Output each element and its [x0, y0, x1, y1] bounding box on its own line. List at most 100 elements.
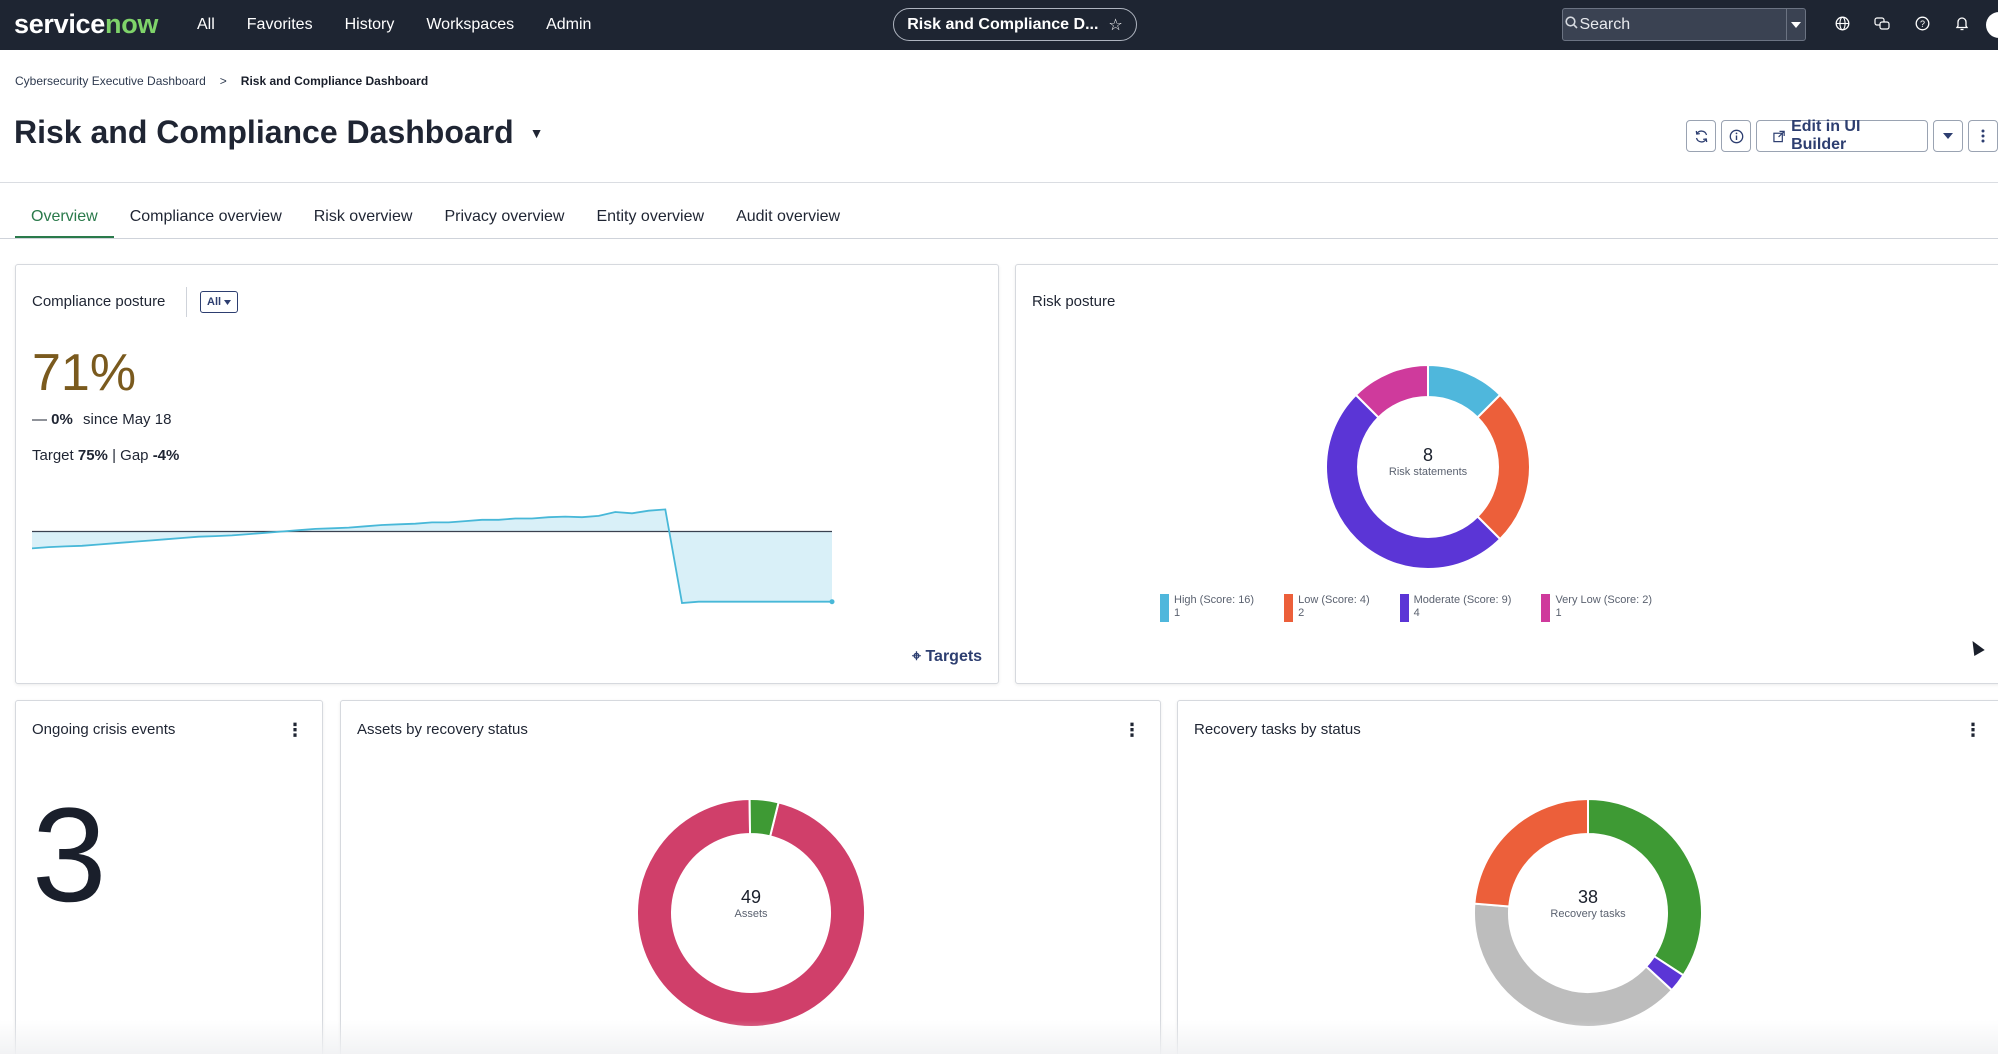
recovery-tasks-by-status-title: Recovery tasks by status — [1194, 721, 1361, 738]
refresh-button[interactable] — [1686, 120, 1716, 152]
ongoing-crisis-events-card: Ongoing crisis events ⋮ 3 — [15, 700, 323, 1054]
nav-admin[interactable]: Admin — [546, 16, 592, 33]
legend-item[interactable]: Very Low (Score: 2) 1 — [1541, 594, 1652, 622]
assets-center-value: 49 — [740, 887, 762, 907]
star-icon[interactable]: ☆ — [1108, 16, 1123, 34]
target-icon: ⌖ — [912, 648, 922, 665]
breadcrumb: Cybersecurity Executive Dashboard > Risk… — [15, 74, 428, 88]
nav-all[interactable]: All — [197, 16, 215, 33]
legend-count: 1 — [1555, 607, 1562, 619]
info-button[interactable] — [1721, 120, 1751, 152]
gap-value: -4% — [152, 447, 180, 464]
title-divider — [186, 287, 187, 317]
compliance-value: 71% — [32, 344, 137, 402]
risk-center: 8 Risk statements — [1368, 445, 1488, 478]
utility-icons: ? — [1822, 0, 1982, 50]
current-page-pill[interactable]: Risk and Compliance D... ☆ — [893, 8, 1137, 41]
recovery-slice-2[interactable] — [1473, 902, 1674, 1028]
delta-value: 0% — [51, 411, 73, 428]
edit-options-dropdown[interactable] — [1933, 120, 1964, 152]
risk-posture-donut — [1325, 363, 1531, 570]
search-icon — [1563, 15, 1579, 34]
help-icon[interactable]: ? — [1902, 16, 1942, 35]
legend-label: Very Low (Score: 2) — [1555, 594, 1653, 606]
assets-center: 49 Assets — [691, 887, 811, 920]
bell-icon[interactable] — [1942, 16, 1982, 35]
nav-favorites[interactable]: Favorites — [246, 16, 313, 33]
nav-workspaces[interactable]: Workspaces — [426, 16, 515, 33]
gap-label: Gap — [120, 447, 149, 464]
bottom-scroll-fade — [0, 1020, 1998, 1054]
recovery-kebab-icon[interactable]: ⋮ — [1964, 720, 1982, 740]
trend-line — [32, 508, 832, 604]
kebab-icon — [1981, 129, 1985, 143]
legend-swatch — [1284, 594, 1294, 622]
assets-by-recovery-status-card: Assets by recovery status ⋮ 49 Assets — [340, 700, 1161, 1054]
assets-slice-0[interactable] — [636, 797, 866, 1028]
legend-swatch — [1541, 594, 1551, 622]
header-actions: Edit in UI Builder — [1686, 118, 1998, 153]
tab-overview[interactable]: Overview — [15, 208, 114, 238]
dashboard-tabs: Overview Compliance overview Risk overvi… — [15, 208, 856, 238]
legend-swatch — [1160, 594, 1169, 622]
more-actions-button[interactable] — [1968, 120, 1998, 152]
compliance-delta: — 0% since May 18 — [32, 411, 171, 428]
tab-compliance-overview[interactable]: Compliance overview — [129, 208, 282, 225]
delta-text: since May 18 — [83, 411, 172, 428]
legend-count: 4 — [1413, 607, 1420, 619]
trend-area — [32, 509, 832, 603]
global-search — [1562, 8, 1806, 41]
chevron-down-icon — [1791, 21, 1802, 28]
risk-slice-2[interactable] — [1325, 393, 1502, 570]
targets-link[interactable]: ⌖ Targets — [912, 648, 982, 666]
legend-label: High (Score: 16) — [1174, 594, 1255, 606]
tab-privacy-overview[interactable]: Privacy overview — [444, 208, 565, 225]
page-title: Risk and Compliance Dashboard — [14, 114, 514, 150]
target-label: Target — [32, 447, 74, 464]
recovery-tasks-by-status-card: Recovery tasks by status ⋮ 38 Recovery t… — [1177, 700, 1998, 1054]
crisis-kebab-icon[interactable]: ⋮ — [286, 720, 304, 740]
tab-risk-overview[interactable]: Risk overview — [313, 208, 413, 225]
legend-item[interactable]: Moderate (Score: 9) 4 — [1399, 594, 1511, 622]
legend-count: 1 — [1174, 607, 1181, 619]
title-dropdown-caret-icon[interactable]: ▼ — [529, 124, 544, 141]
legend-count: 2 — [1298, 607, 1305, 619]
assets-slice-1[interactable] — [748, 798, 780, 838]
current-page-title: Risk and Compliance D... — [907, 15, 1099, 33]
recovery-slice-3[interactable] — [1473, 797, 1589, 908]
globe-icon[interactable] — [1822, 16, 1862, 35]
risk-slice-3[interactable] — [1354, 363, 1429, 419]
compliance-filter-value: All — [207, 296, 222, 308]
compliance-posture-title: Compliance posture — [32, 293, 166, 310]
assets-kebab-icon[interactable]: ⋮ — [1123, 720, 1141, 740]
assets-donut — [636, 797, 866, 1028]
risk-center-label: Risk statements — [1388, 466, 1468, 478]
trend-end-point — [829, 599, 835, 605]
recovery-slice-0[interactable] — [1587, 797, 1703, 977]
legend-item[interactable]: High (Score: 16) 1 — [1160, 594, 1254, 622]
servicenow-logo[interactable]: servicenow — [14, 9, 159, 39]
target-gap-line: Target 75% | Gap -4% — [32, 447, 179, 464]
main-nav: All Favorites History Workspaces Admin — [197, 0, 623, 50]
search-input[interactable] — [1579, 15, 1787, 34]
chat-icon[interactable] — [1862, 16, 1902, 35]
ongoing-crisis-events-title: Ongoing crisis events — [32, 721, 176, 738]
compliance-trend-chart — [32, 508, 835, 605]
tab-entity-overview[interactable]: Entity overview — [596, 208, 705, 225]
avatar[interactable] — [1986, 12, 1998, 38]
header-divider — [0, 182, 1998, 183]
refresh-icon — [1695, 129, 1707, 143]
nav-history[interactable]: History — [344, 16, 395, 33]
search-scope-dropdown[interactable] — [1786, 9, 1805, 40]
breadcrumb-parent-link[interactable]: Cybersecurity Executive Dashboard — [15, 74, 206, 88]
compliance-filter-dropdown[interactable]: All — [200, 291, 239, 313]
edit-in-ui-builder-label: Edit in UI Builder — [1791, 118, 1861, 153]
target-value: 75% — [77, 447, 108, 464]
top-navigation-bar: servicenow All Favorites History Workspa… — [0, 0, 1998, 50]
edit-in-ui-builder-button[interactable]: Edit in UI Builder — [1756, 118, 1929, 153]
legend-item[interactable]: Low (Score: 4) 2 — [1284, 594, 1370, 622]
recovery-center-value: 38 — [1577, 887, 1599, 907]
risk-posture-title: Risk posture — [1032, 293, 1116, 310]
breadcrumb-separator: > — [219, 74, 227, 88]
tab-audit-overview[interactable]: Audit overview — [736, 208, 841, 225]
